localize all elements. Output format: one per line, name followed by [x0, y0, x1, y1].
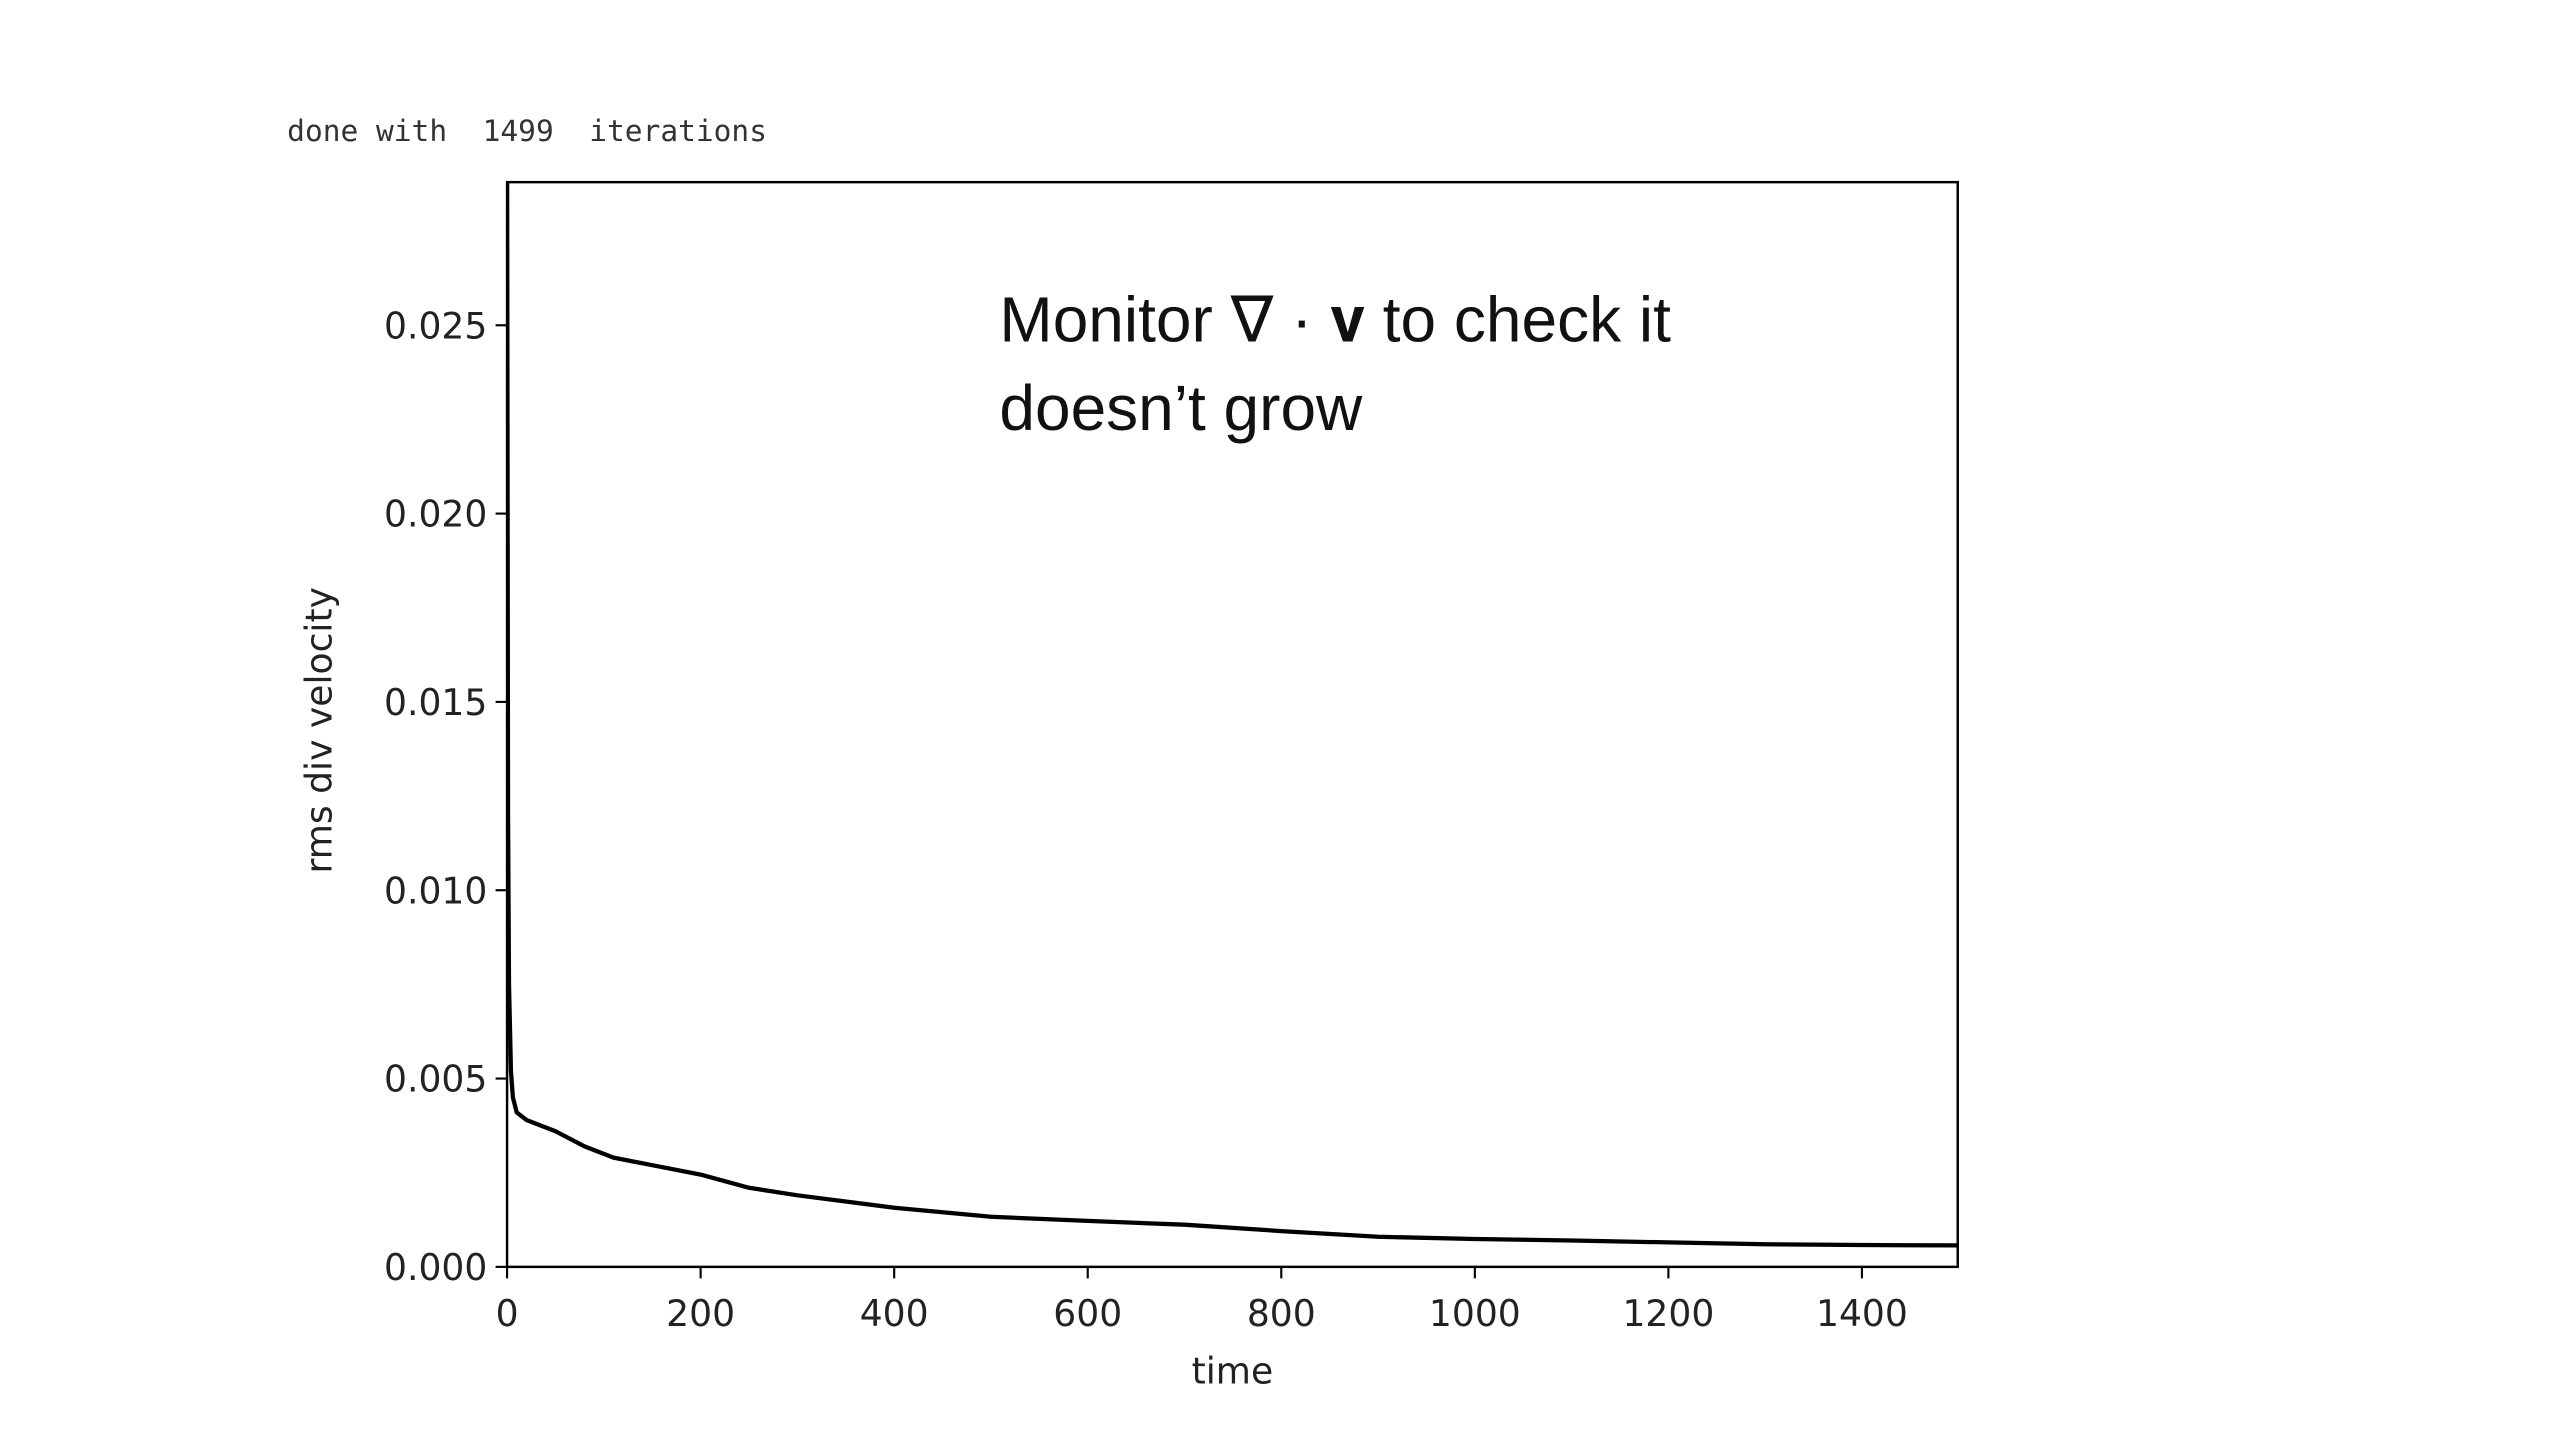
x-tick-label: 1000 — [1429, 1292, 1521, 1335]
x-tick-label: 600 — [1053, 1292, 1122, 1335]
annotation: Monitor ∇ · 𝐯 to check it — [999, 283, 1671, 355]
y-tick-label: 0.020 — [384, 493, 487, 536]
y-tick-label: 0.005 — [384, 1058, 487, 1101]
y-tick-label: 0.025 — [384, 304, 487, 347]
x-tick-label: 800 — [1247, 1292, 1316, 1335]
x-tick-label: 0 — [496, 1292, 519, 1335]
y-tick-label: 0.015 — [384, 681, 487, 724]
header: done with 1499 iterations — [287, 114, 767, 148]
y-tick-label: 0.010 — [384, 869, 487, 912]
x-tick-label: 1200 — [1622, 1292, 1714, 1335]
annotation: doesn’t grow — [999, 372, 1363, 444]
y-tick-label: 0.000 — [384, 1246, 487, 1289]
data-line — [507, 182, 1958, 1248]
x-tick-label: 1400 — [1816, 1292, 1908, 1335]
x-tick-label: 400 — [860, 1292, 929, 1335]
x-tick-label: 200 — [666, 1292, 735, 1335]
y-axis-label: rms div velocity — [297, 587, 340, 873]
x-axis-label: time — [1192, 1349, 1274, 1392]
